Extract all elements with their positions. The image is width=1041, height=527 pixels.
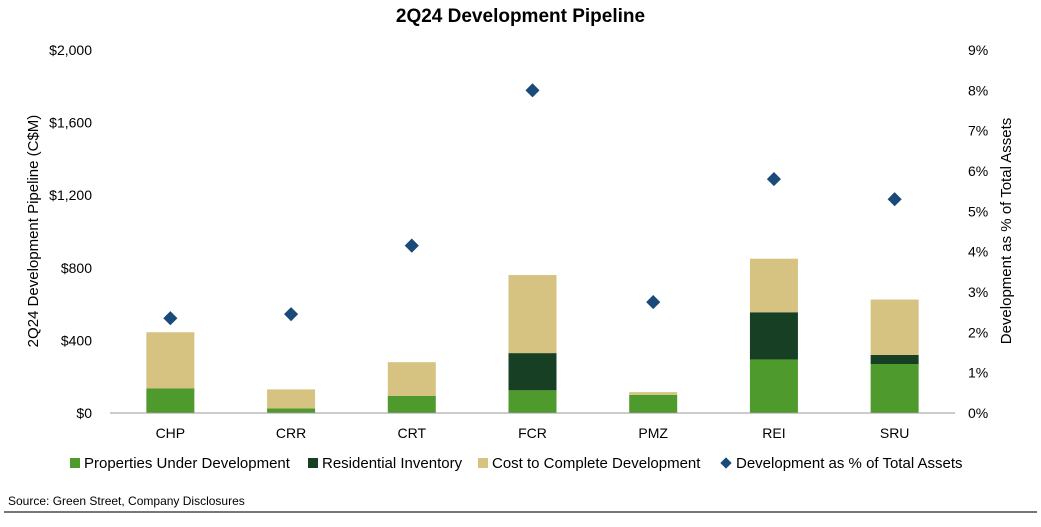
- bar-sru-series-1: [870, 354, 919, 364]
- bar-crt-series-2: [387, 362, 436, 396]
- bar-rei-series-1: [749, 312, 798, 360]
- chart-title: 2Q24 Development Pipeline: [395, 6, 646, 27]
- legend-diamond-icon: [720, 457, 732, 469]
- x-tick-pmz: PMZ: [638, 425, 668, 441]
- bar-fcr-series-0: [508, 390, 557, 413]
- bar-fcr-series-2: [508, 275, 557, 354]
- y2-tick-label: 8%: [968, 82, 988, 98]
- source-divider: [4, 511, 1037, 513]
- bar-crt-series-0: [387, 395, 436, 413]
- y-tick-label: $2,000: [49, 42, 92, 58]
- y2-tick-label: 1%: [968, 365, 988, 381]
- y-tick-label: $400: [61, 332, 92, 348]
- x-tick-chp: CHP: [156, 425, 186, 441]
- x-tick-fcr: FCR: [518, 425, 547, 441]
- x-tick-rei: REI: [762, 425, 785, 441]
- x-tick-crr: CRR: [276, 425, 306, 441]
- marker-rei: [766, 171, 781, 187]
- bar-crr-series-2: [267, 389, 316, 409]
- y2-tick-label: 7%: [968, 123, 988, 139]
- markers-layer: [163, 83, 902, 326]
- bar-pmz-series-2: [629, 392, 678, 395]
- y2-tick-label: 4%: [968, 244, 988, 260]
- y2-tick-label: 2%: [968, 324, 988, 340]
- bar-rei-series-0: [749, 359, 798, 413]
- y-axis-ticks: $0 $400 $800 $1,200 $1,600 $2,000: [49, 42, 92, 421]
- marker-chp: [163, 311, 178, 326]
- bar-sru-series-0: [870, 363, 919, 413]
- marker-crt: [404, 238, 419, 253]
- y-tick-label: $1,600: [49, 115, 92, 131]
- bar-fcr-series-1: [508, 353, 557, 391]
- legend-swatch-properties: [70, 458, 80, 468]
- bar-pmz-series-0: [629, 394, 678, 413]
- y-axis-title: 2Q24 Development Pipeline (C$M): [25, 115, 42, 348]
- bar-crr-series-0: [267, 408, 316, 413]
- marker-sru: [887, 192, 902, 207]
- y2-tick-label: 0%: [968, 405, 988, 421]
- x-tick-sru: SRU: [880, 425, 910, 441]
- y2-tick-label: 5%: [968, 203, 988, 219]
- bar-sru-series-2: [870, 299, 919, 355]
- legend-label-residential: Residential Inventory: [322, 455, 463, 472]
- y-tick-label: $800: [61, 260, 92, 276]
- y2-axis-title: Development as % of Total Assets: [998, 118, 1015, 345]
- y2-tick-label: 3%: [968, 284, 988, 300]
- bar-rei-series-2: [749, 258, 798, 313]
- y-tick-label: $0: [76, 405, 92, 421]
- legend-label-percent: Development as % of Total Assets: [736, 455, 963, 472]
- legend-swatch-cost: [478, 458, 488, 468]
- marker-fcr: [525, 83, 540, 98]
- legend-label-properties: Properties Under Development: [84, 455, 291, 472]
- bars-layer: [146, 258, 919, 413]
- legend-label-cost: Cost to Complete Development: [492, 455, 701, 472]
- y2-axis-ticks: 0% 1% 2% 3% 4% 5% 6% 7% 8% 9%: [968, 42, 988, 421]
- legend-swatch-residential: [308, 458, 318, 468]
- y2-tick-label: 6%: [968, 163, 988, 179]
- bar-chp-series-2: [146, 332, 195, 389]
- marker-pmz: [646, 295, 661, 310]
- marker-crr: [284, 307, 299, 322]
- x-axis-ticks: CHP CRR CRT FCR PMZ REI SRU: [156, 425, 910, 441]
- legend: Properties Under Development Residential…: [70, 455, 963, 472]
- y-tick-label: $1,200: [49, 187, 92, 203]
- source-note: Source: Green Street, Company Disclosure…: [8, 494, 245, 508]
- y2-tick-label: 9%: [968, 42, 988, 58]
- x-tick-crt: CRT: [398, 425, 427, 441]
- bar-chp-series-0: [146, 388, 195, 413]
